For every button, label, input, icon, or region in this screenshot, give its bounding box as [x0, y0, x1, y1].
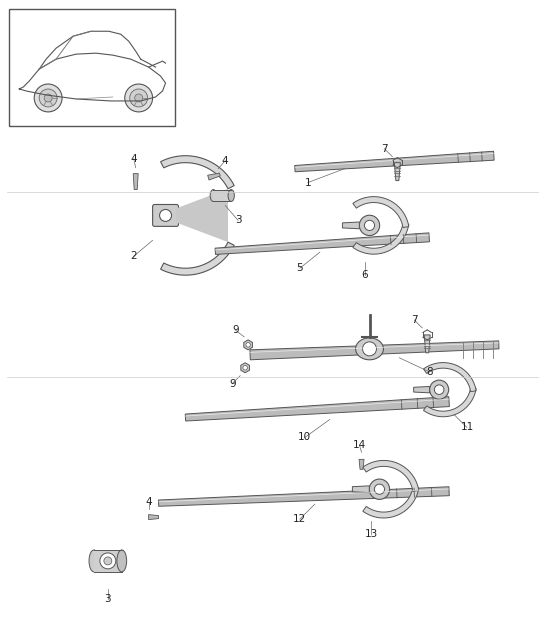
Circle shape	[246, 343, 250, 347]
Text: 11: 11	[461, 423, 474, 433]
Text: 2: 2	[130, 251, 137, 261]
Polygon shape	[177, 189, 228, 242]
Text: 10: 10	[298, 433, 311, 443]
Polygon shape	[161, 156, 234, 189]
Ellipse shape	[210, 190, 216, 202]
Text: 7: 7	[381, 144, 387, 154]
Text: 4: 4	[130, 154, 137, 164]
Bar	[213, 190, 231, 202]
Polygon shape	[250, 341, 499, 360]
Text: 1: 1	[305, 178, 311, 188]
Text: 5: 5	[296, 263, 303, 273]
Circle shape	[243, 365, 247, 370]
Polygon shape	[208, 173, 220, 180]
Circle shape	[44, 94, 52, 102]
Text: 7: 7	[411, 315, 417, 325]
Polygon shape	[353, 224, 409, 254]
Polygon shape	[161, 242, 234, 275]
Text: 14: 14	[353, 440, 366, 450]
Polygon shape	[359, 459, 364, 469]
Circle shape	[160, 210, 172, 222]
Bar	[94, 550, 122, 572]
Ellipse shape	[228, 190, 234, 202]
Circle shape	[100, 553, 116, 569]
Text: 13: 13	[365, 529, 378, 539]
Circle shape	[34, 84, 62, 112]
Circle shape	[370, 479, 390, 499]
Ellipse shape	[355, 338, 384, 360]
FancyBboxPatch shape	[153, 205, 178, 226]
Text: 12: 12	[293, 514, 306, 524]
Circle shape	[434, 385, 444, 394]
Polygon shape	[395, 163, 401, 181]
Circle shape	[135, 94, 143, 102]
Circle shape	[362, 342, 377, 356]
Polygon shape	[185, 397, 450, 421]
Polygon shape	[423, 387, 476, 417]
Circle shape	[429, 380, 449, 399]
Polygon shape	[215, 233, 429, 254]
Bar	[9, 9, 175, 126]
Polygon shape	[244, 340, 252, 350]
Polygon shape	[241, 363, 250, 373]
Text: 3: 3	[235, 215, 241, 225]
Circle shape	[125, 84, 153, 112]
Polygon shape	[363, 487, 419, 518]
Text: 6: 6	[361, 270, 368, 280]
Polygon shape	[295, 151, 494, 172]
Polygon shape	[414, 386, 429, 393]
Ellipse shape	[117, 550, 126, 572]
Text: 9: 9	[229, 379, 235, 389]
Circle shape	[365, 220, 374, 230]
Text: 3: 3	[105, 593, 111, 604]
Circle shape	[104, 557, 112, 565]
Circle shape	[374, 484, 385, 494]
Polygon shape	[424, 335, 430, 353]
Polygon shape	[133, 173, 138, 190]
Ellipse shape	[89, 550, 99, 572]
Polygon shape	[149, 514, 159, 519]
Polygon shape	[353, 486, 370, 492]
Polygon shape	[363, 460, 419, 491]
Text: 8: 8	[426, 367, 433, 377]
Circle shape	[130, 89, 148, 107]
Circle shape	[39, 89, 57, 107]
Text: 4: 4	[146, 497, 152, 507]
Text: 9: 9	[232, 325, 239, 335]
Text: 4: 4	[222, 156, 228, 166]
Polygon shape	[159, 487, 449, 506]
Polygon shape	[342, 222, 359, 229]
Polygon shape	[423, 362, 476, 392]
Circle shape	[359, 215, 380, 236]
Polygon shape	[353, 197, 409, 227]
